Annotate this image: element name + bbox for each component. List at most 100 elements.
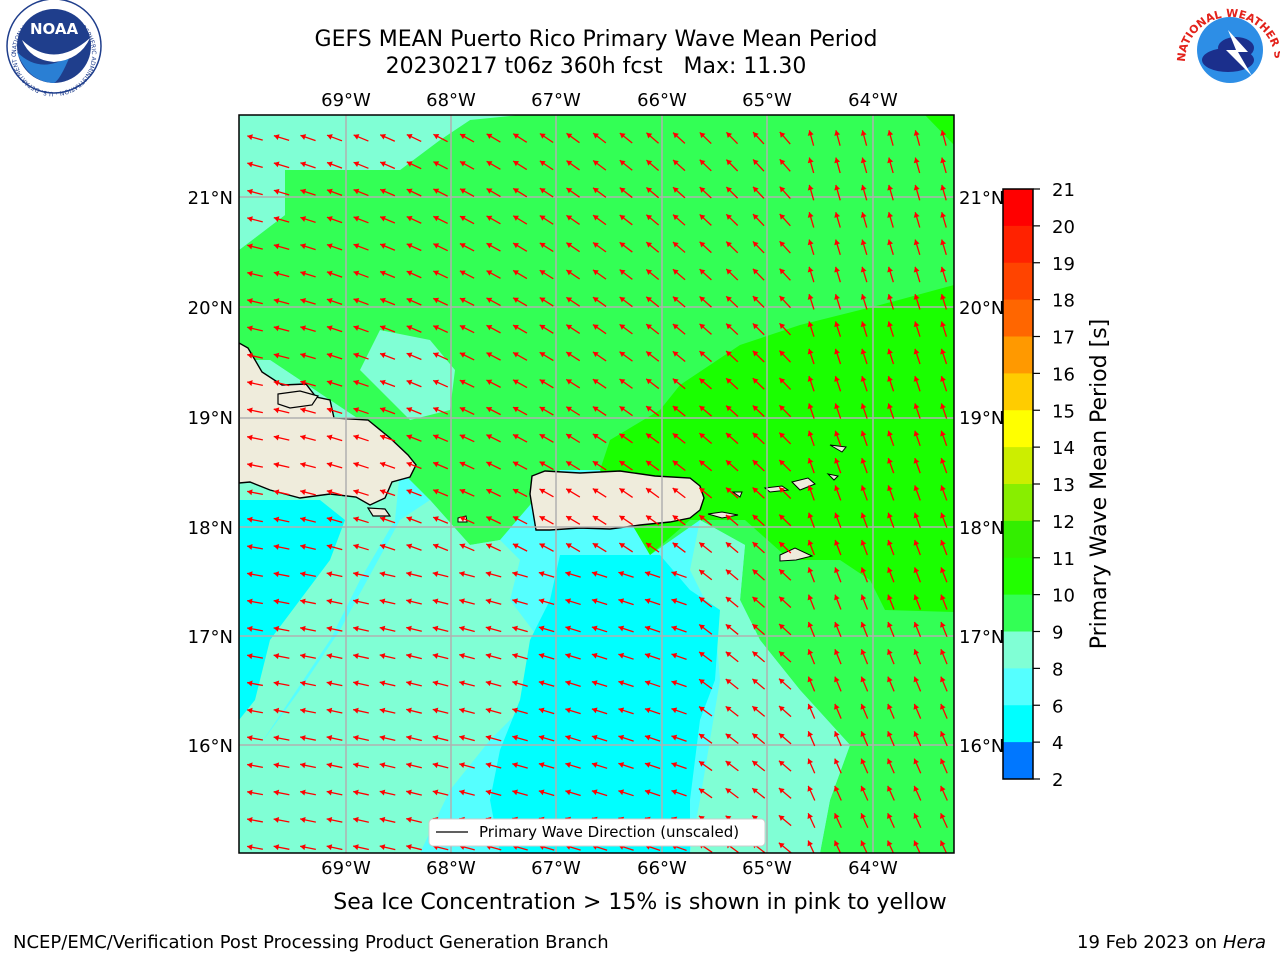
wave-arrow-head (539, 379, 546, 385)
wave-arrow-head (539, 297, 546, 303)
wave-arrow-head (486, 379, 493, 385)
wave-arrow-head (860, 649, 867, 656)
wave-arrow-head (591, 571, 598, 577)
wave-arrow-head (913, 813, 919, 820)
wave-arrow-head (406, 297, 413, 304)
wave-arrow-head (913, 703, 920, 710)
colorbar-swatch (1003, 705, 1033, 743)
wave-arrow-head (778, 760, 785, 767)
wave-arrow-head (513, 133, 520, 139)
wave-arrow-head (247, 325, 253, 332)
wave-arrow-head (913, 376, 920, 382)
wave-arrow-head (486, 325, 493, 331)
wave-arrow-head (913, 212, 920, 218)
wave-arrow-head (300, 298, 306, 304)
wave-arrow-head (913, 540, 920, 546)
wave-arrow-head (807, 649, 814, 656)
wave-arrow-head (940, 703, 946, 710)
wave-arrow-head (887, 649, 893, 656)
colorbar-swatch (1003, 262, 1033, 301)
wave-arrow-head (247, 407, 253, 414)
wave-arrow-head (726, 159, 733, 166)
wave-arrow-head (940, 239, 947, 246)
wave-arrow-head (699, 487, 706, 494)
wave-arrow-head (326, 188, 333, 195)
wave-arrow-head (887, 403, 893, 410)
wave-arrow-head (834, 430, 840, 437)
wave-arrow-head (300, 352, 306, 359)
wave-arrow-head (353, 762, 359, 769)
wave-arrow-head (380, 134, 386, 140)
wave-arrow-head (807, 266, 814, 273)
wave-arrow-head (646, 378, 652, 385)
wave-arrow-head (566, 324, 573, 330)
wave-arrow-head (860, 594, 867, 601)
wave-arrow-head (646, 324, 652, 330)
wave-arrow-head (644, 762, 651, 768)
wave-arrow-head (380, 325, 386, 331)
wave-arrow-head (591, 762, 598, 768)
wave-arrow-head (512, 516, 519, 522)
wave-arrow-head (459, 407, 466, 413)
wave-arrow-head (300, 598, 306, 605)
wave-arrow-head (834, 130, 841, 136)
wave-arrow-head (539, 543, 546, 549)
wave-arrow-head (593, 133, 599, 139)
wave-arrow-head (326, 762, 333, 769)
wave-arrow-head (752, 378, 759, 384)
wave-arrow-head (834, 540, 840, 546)
wave-arrow-head (565, 598, 572, 605)
wave-arrow-head (913, 567, 920, 574)
wave-arrow-head (247, 844, 253, 851)
wave-arrow-head (353, 325, 360, 331)
wave-arrow-head (726, 214, 732, 220)
wave-arrow-head (752, 651, 759, 658)
wave-arrow-head (327, 134, 333, 140)
wave-arrow-head (913, 731, 920, 738)
wave-arrow-head (887, 512, 893, 519)
wave-arrow-head (807, 758, 814, 765)
wave-arrow-head (300, 161, 307, 168)
wave-arrow-head (699, 296, 706, 303)
wave-arrow-head (913, 157, 920, 164)
wave-arrow-head (380, 297, 386, 304)
wave-arrow-head (671, 762, 678, 768)
wave-arrow-head (591, 734, 598, 741)
wave-arrow-head (406, 407, 413, 413)
wave-arrow-head (940, 540, 946, 546)
wave-arrow-head (619, 379, 626, 385)
wave-arrow-head (940, 567, 946, 574)
wave-arrow-head (618, 762, 625, 768)
wave-arrow-head (300, 844, 306, 851)
wave-arrow-head (406, 161, 413, 167)
colorbar-swatch (1003, 742, 1033, 780)
colorbar-swatch (1003, 557, 1033, 596)
wave-arrow-head (887, 458, 893, 464)
wave-arrow-head (379, 625, 386, 632)
colorbar-tick-label: 14 (1052, 438, 1075, 459)
wave-arrow-head (807, 212, 814, 218)
wave-arrow-head (834, 621, 840, 628)
wave-arrow-head (273, 134, 280, 140)
wave-arrow-head (725, 761, 732, 767)
wave-arrow-head (752, 706, 759, 712)
puerto-rico-land (529, 470, 705, 531)
wave-arrow-head (273, 789, 280, 796)
wave-arrow-head (247, 216, 253, 223)
wave-arrow-head (433, 133, 440, 140)
wave-arrow-head (913, 758, 920, 765)
wave-arrow-head (539, 434, 546, 440)
wave-arrow-head (592, 461, 599, 467)
wave-arrow-head (326, 434, 333, 441)
wave-arrow-head (566, 352, 573, 358)
wave-arrow-head (353, 489, 360, 495)
colorbar-tick-label: 12 (1052, 512, 1075, 533)
wave-arrow-head (406, 789, 412, 796)
wave-arrow-head (353, 516, 360, 523)
wave-arrow-head (565, 680, 572, 686)
wave-arrow-head (512, 598, 518, 605)
wave-arrow-head (273, 489, 280, 496)
wave-arrow-head (566, 160, 573, 167)
wave-arrow-head (512, 789, 518, 796)
lat-labels-right: 21°N 20°N 19°N 18°N 17°N 16°N (959, 188, 1004, 757)
